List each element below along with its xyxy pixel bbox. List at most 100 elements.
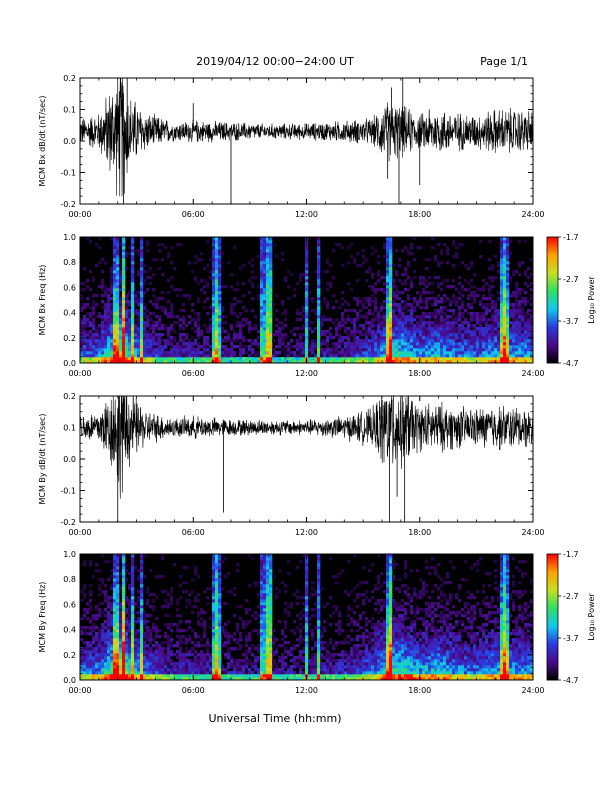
spectrogram-cell <box>332 249 336 253</box>
spectrogram-cell <box>467 324 471 328</box>
spectrogram-cell <box>212 255 216 259</box>
spectrogram-cell <box>251 348 255 352</box>
spectrogram-cell <box>116 285 120 289</box>
spectrogram-cell <box>239 342 243 346</box>
spectrogram-cell <box>524 339 528 343</box>
spectrogram-cell <box>458 318 462 322</box>
spectrogram-cell <box>86 237 90 241</box>
spectrogram-cell <box>305 249 309 253</box>
spectrogram-cell <box>125 659 129 663</box>
spectrogram-cell <box>347 246 351 250</box>
spectrogram-cell <box>137 327 141 331</box>
spectrogram-cell <box>191 318 195 322</box>
spectrogram-cell <box>125 345 129 349</box>
spectrogram-cell <box>116 641 120 645</box>
spectrogram-cell <box>311 342 315 346</box>
spectrogram-cell <box>503 291 507 295</box>
spectrogram-cell <box>113 276 117 280</box>
spectrogram-cell <box>218 611 222 615</box>
x-tick-label: 24:00 <box>521 528 544 537</box>
spectrogram-cell <box>134 333 138 337</box>
spectrogram-cell <box>137 662 141 666</box>
spectrogram-cell <box>116 330 120 334</box>
spectrogram-cell <box>410 351 414 355</box>
spectrogram-cell <box>89 357 93 361</box>
spectrogram-cell <box>137 351 141 355</box>
spectrogram-cell <box>266 285 270 289</box>
spectrogram-cell <box>92 360 96 364</box>
spectrogram-cell <box>251 297 255 301</box>
spectrogram-cell <box>227 653 231 657</box>
spectrogram-cell <box>185 629 189 633</box>
spectrogram-cell <box>527 345 531 349</box>
spectrogram-cell <box>185 659 189 663</box>
spectrogram-cell <box>119 632 123 636</box>
spectrogram-cell <box>362 357 366 361</box>
spectrogram-cell <box>197 635 201 639</box>
spectrogram-cell <box>128 333 132 337</box>
spectrogram-cell <box>266 318 270 322</box>
spectrogram-cell <box>413 339 417 343</box>
spectrogram-cell <box>257 650 261 654</box>
spectrogram-cell <box>95 294 99 298</box>
spectrogram-cell <box>188 626 192 630</box>
spectrogram-cell <box>503 246 507 250</box>
spectrogram-cell <box>218 357 222 361</box>
spectrogram-cell <box>305 315 309 319</box>
spectrogram-cell <box>164 348 168 352</box>
spectrogram-cell <box>131 560 135 564</box>
spectrogram-cell <box>383 351 387 355</box>
spectrogram-cell <box>80 327 84 331</box>
spectrogram-cell <box>380 345 384 349</box>
spectrogram-cell <box>245 668 249 672</box>
spectrogram-cell <box>383 336 387 340</box>
spectrogram-cell <box>179 668 183 672</box>
spectrogram-cell <box>392 357 396 361</box>
spectrogram-cell <box>374 336 378 340</box>
spectrogram-cell <box>98 647 102 651</box>
spectrogram-cell <box>377 342 381 346</box>
spectrogram-cell <box>128 605 132 609</box>
spectrogram-cell <box>131 650 135 654</box>
spectrogram-cell <box>155 297 159 301</box>
spectrogram-cell <box>83 345 87 349</box>
spectrogram-cell <box>143 360 147 364</box>
spectrogram-cell <box>116 258 120 262</box>
spectrogram-cell <box>107 671 111 675</box>
spectrogram-cell <box>224 575 228 579</box>
spectrogram-cell <box>305 327 309 331</box>
spectrogram-cell <box>257 357 261 361</box>
spectrogram-cell <box>440 306 444 310</box>
spectrogram-cell <box>473 315 477 319</box>
spectrogram-cell <box>389 246 393 250</box>
spectrogram-cell <box>518 261 522 265</box>
spectrogram-cell <box>203 653 207 657</box>
spectrogram-cell <box>317 258 321 262</box>
spectrogram-cell <box>407 324 411 328</box>
spectrogram-cell <box>185 348 189 352</box>
spectrogram-cell <box>128 674 132 678</box>
spectrogram-cell <box>164 653 168 657</box>
spectrogram-cell <box>266 321 270 325</box>
spectrogram-cell <box>350 243 354 247</box>
spectrogram-cell <box>125 623 129 627</box>
spectrogram-cell <box>233 312 237 316</box>
spectrogram-cell <box>227 656 231 660</box>
spectrogram-cell <box>446 246 450 250</box>
spectrogram-cell <box>236 360 240 364</box>
spectrogram-cell <box>368 339 372 343</box>
spectrogram-cell <box>326 300 330 304</box>
spectrogram-cell <box>458 306 462 310</box>
spectrogram-cell <box>476 351 480 355</box>
spectrogram-cell <box>119 608 123 612</box>
spectrogram-cell <box>167 614 171 618</box>
spectrogram-cell <box>467 360 471 364</box>
spectrogram-cell <box>317 282 321 286</box>
spectrogram-cell <box>116 297 120 301</box>
spectrogram-cell <box>209 339 213 343</box>
spectrogram-cell <box>104 623 108 627</box>
spectrogram-cell <box>233 246 237 250</box>
spectrogram-cell <box>122 303 126 307</box>
spectrogram-cell <box>194 635 198 639</box>
spectrogram-cell <box>248 327 252 331</box>
